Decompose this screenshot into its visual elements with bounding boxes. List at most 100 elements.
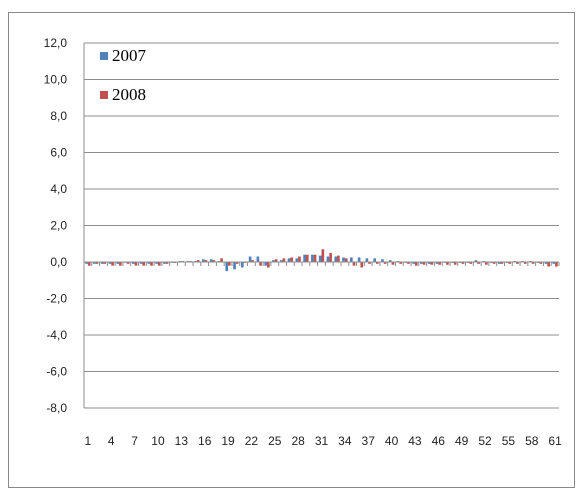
bar-2008 (453, 262, 457, 265)
bar-2007 (147, 262, 151, 264)
bar-2007 (373, 258, 377, 262)
bar-2008 (228, 262, 231, 266)
bar-2008 (298, 256, 301, 262)
bar-2008 (321, 249, 325, 262)
x-tick-labels: 1 4 7 10 13 16 19 22 25 28 31 34 37 40 43 46 49 52 55 58 61 (85, 434, 563, 448)
bar-2008 (391, 262, 395, 265)
bar-2007 (318, 255, 322, 262)
bar-2008 (313, 254, 317, 262)
bar-2008 (352, 262, 356, 266)
bar-2007 (552, 262, 556, 264)
bar-2008 (126, 262, 130, 264)
bar-2008 (360, 262, 364, 268)
y-tick-label: -2,0 (46, 292, 67, 306)
bar-2007 (240, 262, 244, 268)
bar-2008 (119, 262, 122, 266)
bar-2007 (287, 258, 291, 262)
bar-2007 (342, 257, 345, 262)
bar-2008 (196, 260, 200, 262)
x-tick-label: 40 (385, 434, 399, 448)
bar-2008 (251, 260, 255, 262)
bar-2007 (350, 257, 353, 262)
legend: 2007 2008 (100, 46, 147, 104)
bar-2008 (422, 262, 426, 265)
bar-2008 (438, 262, 441, 265)
y-tick-label: -6,0 (46, 365, 67, 379)
bar-2008 (446, 262, 449, 265)
x-tick-label: 61 (548, 434, 562, 448)
y-tick-label: 2,0 (50, 219, 67, 233)
bar-2008 (134, 262, 138, 266)
x-tick-label: 28 (291, 434, 305, 448)
bar-2008 (368, 262, 371, 264)
bar-2008 (337, 255, 340, 262)
axes (83, 43, 560, 408)
bar-2008 (111, 262, 114, 266)
bar-2008 (282, 258, 286, 262)
bar-2007 (248, 256, 252, 262)
bar-2008 (430, 262, 434, 265)
bar-2007 (412, 262, 415, 264)
bar-2008 (142, 262, 146, 266)
bar-2008 (376, 262, 379, 264)
bar-2007 (155, 262, 158, 264)
bar-2007 (131, 262, 135, 264)
y-tick-label: 8,0 (50, 109, 67, 123)
bar-2007 (365, 258, 369, 262)
bar-2008 (485, 262, 488, 265)
bar-2007 (295, 258, 299, 262)
bar-2007 (256, 256, 260, 262)
bar-2007 (85, 262, 88, 264)
bar-2008 (414, 262, 418, 266)
legend-label-2008: 2008 (112, 85, 146, 104)
bar-2007 (326, 256, 330, 262)
bar-2007 (427, 262, 431, 264)
bar-2007 (388, 260, 392, 262)
bar-2007 (334, 256, 338, 262)
bar-2007 (264, 262, 267, 266)
x-tick-label: 31 (315, 434, 329, 448)
bar-2007 (116, 262, 120, 264)
bar-2008 (531, 262, 535, 264)
bar-chart: 12,010,08,06,04,02,00,0-2,0-4,0-6,0-8,0 … (44, 36, 563, 448)
bar-2008 (492, 262, 496, 264)
chart-frame: 12,0 10,0 8,0 6,0 4,0 2,0 0,0 -2,0 -4,0 -6,0 -8,0 … (8, 12, 575, 488)
bar-2007 (303, 254, 306, 262)
bar-2008 (477, 262, 480, 264)
bar-2008 (523, 262, 527, 264)
bar-2008 (204, 260, 208, 262)
bar-2007 (381, 259, 384, 262)
y-tick-label: -4,0 (46, 328, 67, 342)
bar-2008 (344, 258, 348, 262)
bar-2008 (103, 262, 107, 264)
bar-2007 (108, 262, 112, 264)
x-tick-label: 16 (198, 434, 212, 448)
bar-2007 (435, 262, 439, 264)
bar-2007 (225, 262, 229, 272)
x-tick-label: 55 (502, 434, 516, 448)
legend-swatch-2007 (100, 52, 108, 60)
bar-2007 (163, 262, 166, 264)
y-tick-label: 10,0 (44, 73, 68, 87)
bar-2008 (235, 262, 239, 264)
bar-2007 (311, 254, 314, 262)
x-tick-label: 46 (432, 434, 446, 448)
x-tick-label: 7 (131, 434, 138, 448)
bar-2007 (420, 262, 423, 264)
y-tick-label: 4,0 (50, 182, 67, 196)
y-tick-label: -8,0 (46, 401, 67, 415)
bar-2008 (220, 258, 223, 262)
bar-2008 (266, 262, 270, 268)
x-tick-label: 52 (478, 434, 492, 448)
bar-2008 (407, 262, 410, 264)
bar-2008 (259, 262, 262, 266)
x-tick-label: 10 (151, 434, 165, 448)
bar-2008 (500, 262, 504, 264)
bar-2008 (516, 262, 519, 264)
x-tick-label: 25 (268, 434, 282, 448)
legend-label-2007: 2007 (112, 46, 147, 65)
bar-2007 (497, 262, 501, 264)
bar-2007 (474, 260, 478, 262)
bar-2007 (100, 262, 104, 264)
series-2007-bars (85, 254, 556, 272)
